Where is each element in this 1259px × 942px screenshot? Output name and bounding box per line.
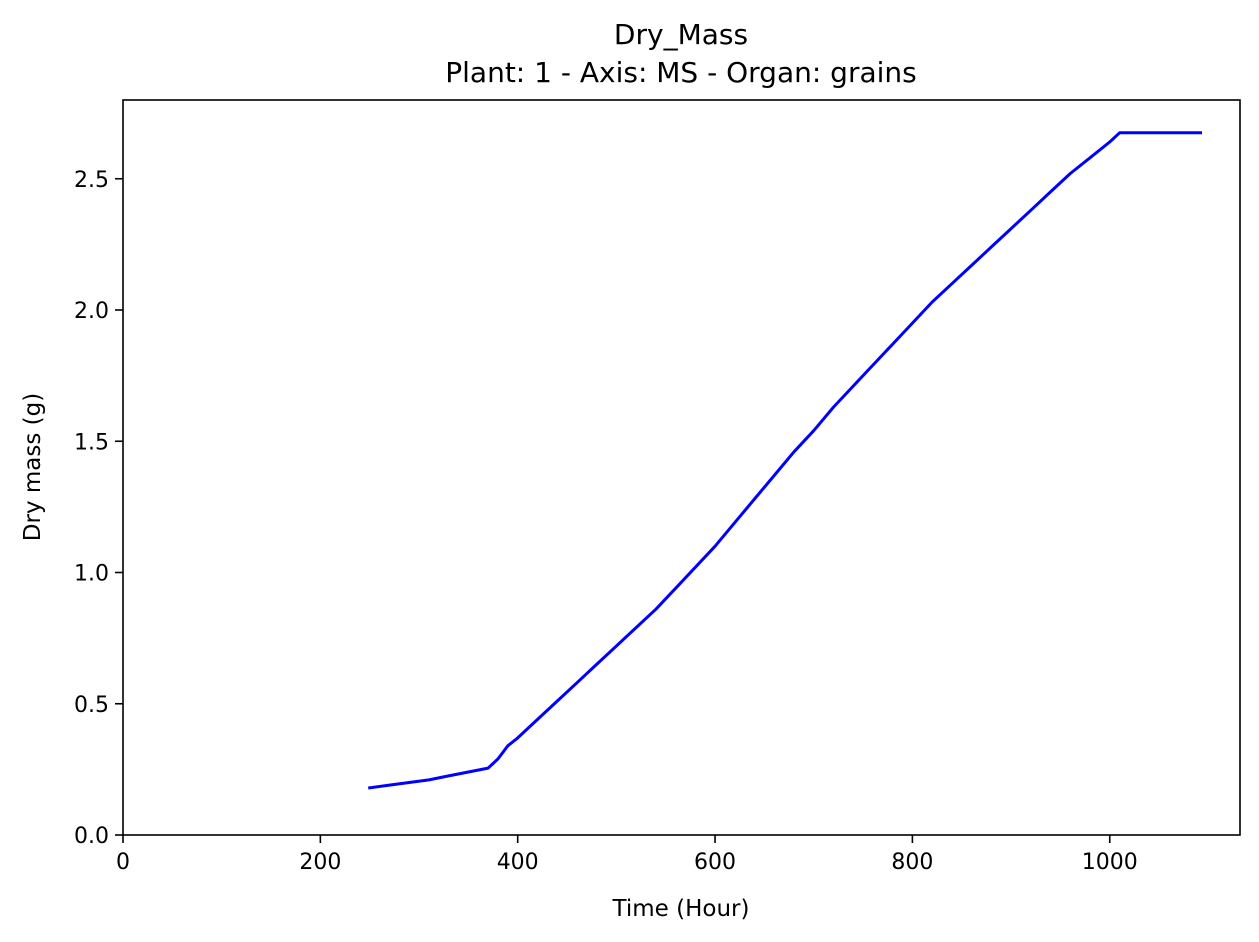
y-tick-label: 0.0 [74,824,109,849]
x-tick-label: 1000 [1082,850,1138,875]
series-line-0 [368,131,1202,790]
y-tick-label: 2.5 [74,168,109,193]
x-tick-label: 800 [891,850,933,875]
y-tick-label: 1.0 [74,562,109,587]
chart-subtitle: Plant: 1 - Axis: MS - Organ: grains [445,56,917,89]
x-axis: 0 200 400 600 800 1000 [116,835,1138,875]
x-tick-label: 400 [497,850,539,875]
x-tick-label: 0 [116,850,130,875]
chart-title: Dry_Mass [614,18,748,51]
plot-area [122,99,1241,836]
y-tick-label: 0.5 [74,693,109,718]
y-tick-label: 2.0 [74,299,109,324]
x-tick-label: 600 [694,850,736,875]
x-tick-label: 200 [299,850,341,875]
x-axis-label: Time (Hour) [612,896,750,922]
y-axis: 0.0 0.5 1.0 1.5 2.0 2.5 [74,168,123,849]
series-layer [368,131,1202,790]
y-axis-label: Dry mass (g) [20,393,46,541]
y-tick-label: 1.5 [74,430,109,455]
plot-frame [122,99,1241,836]
